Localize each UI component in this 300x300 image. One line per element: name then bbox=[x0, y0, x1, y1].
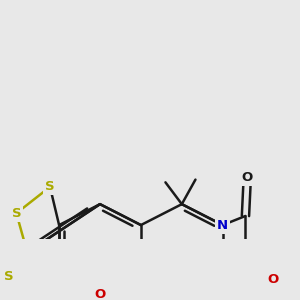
Text: S: S bbox=[4, 270, 14, 284]
Text: N: N bbox=[217, 219, 228, 232]
Text: O: O bbox=[267, 273, 278, 286]
Text: O: O bbox=[242, 171, 253, 184]
Text: S: S bbox=[45, 180, 55, 194]
Text: O: O bbox=[94, 288, 106, 300]
Text: S: S bbox=[12, 207, 21, 220]
